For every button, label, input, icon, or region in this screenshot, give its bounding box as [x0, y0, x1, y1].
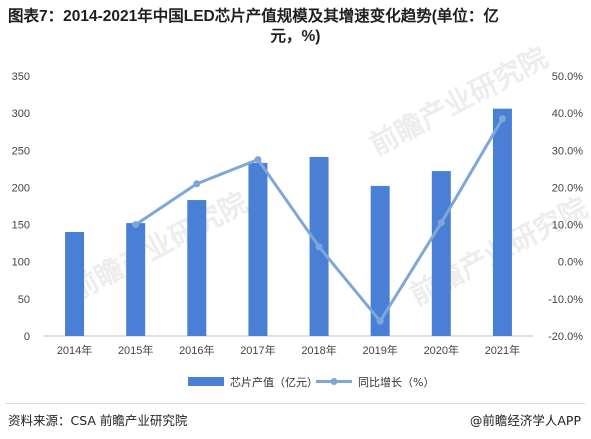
- growth-point: [437, 219, 445, 227]
- source-note: 资料来源：CSA 前瞻产业研究院: [8, 413, 188, 428]
- legend-line-label: 同比增长（%）: [358, 375, 434, 389]
- bar: [65, 232, 85, 336]
- x-tick-label: 2021年: [485, 343, 520, 357]
- left-tick-label: 0: [24, 331, 30, 343]
- right-axis: -20.0% -10.0% 0.0% 10.0% 20.0% 30.0% 40.0% 50.0…: [548, 71, 583, 343]
- left-tick-label: 100: [12, 257, 30, 269]
- right-tick-label: 50.0%: [552, 71, 583, 83]
- left-axis: 0 50 100 150 200 250 300 350: [12, 71, 30, 343]
- x-tick-label: 2015年: [118, 343, 153, 357]
- bar: [492, 108, 512, 336]
- left-tick-label: 150: [12, 220, 30, 232]
- x-tick-label: 2016年: [179, 343, 214, 357]
- chart-title-line1: 图表7：2014-2021年中国LED芯片产值规模及其增速变化趋势(单位：亿: [8, 8, 499, 25]
- footer-divider: [6, 403, 585, 404]
- left-tick-label: 350: [12, 71, 30, 83]
- growth-point: [254, 156, 262, 164]
- growth-point: [376, 317, 384, 325]
- bar: [187, 200, 207, 336]
- right-tick-label: 10.0%: [552, 220, 583, 232]
- x-tick-label: 2018年: [301, 343, 336, 357]
- x-tick-label: 2020年: [424, 343, 459, 357]
- right-tick-label: 40.0%: [552, 108, 583, 120]
- left-tick-label: 250: [12, 145, 30, 157]
- x-tick-label: 2017年: [240, 343, 275, 357]
- bar-series: [65, 108, 512, 336]
- left-tick-label: 300: [12, 108, 30, 120]
- bar: [126, 223, 146, 336]
- right-tick-label: 20.0%: [552, 182, 583, 194]
- right-tick-label: -20.0%: [548, 331, 583, 343]
- growth-point: [315, 243, 323, 251]
- bar: [248, 162, 268, 336]
- brand-credit: @前瞻经济学人APP: [469, 413, 581, 428]
- growth-point: [498, 115, 506, 123]
- growth-point: [132, 221, 140, 229]
- bar: [431, 171, 451, 336]
- right-tick-label: 30.0%: [552, 145, 583, 157]
- legend: 芯片产值（亿元） 同比增长（%）: [188, 375, 434, 389]
- legend-bar-swatch: [188, 377, 224, 386]
- bar: [370, 185, 390, 336]
- left-tick-label: 50: [18, 294, 30, 306]
- x-tick-label: 2014年: [57, 343, 92, 357]
- left-tick-label: 200: [12, 182, 30, 194]
- line-series: [132, 115, 506, 325]
- x-axis: 2014年 2015年 2016年 2017年 2018年 2019年 2020年 2021年: [57, 343, 520, 357]
- growth-point: [193, 180, 201, 188]
- chart-title: 图表7：2014-2021年中国LED芯片产值规模及其增速变化趋势(单位：亿 元…: [8, 7, 583, 47]
- right-tick-label: -10.0%: [548, 294, 583, 306]
- x-tick-label: 2019年: [362, 343, 397, 357]
- right-tick-label: 0.0%: [558, 257, 583, 269]
- chart: 0 50 100 150 200 250 300 350 -20.0% -10.0% 0.0% 10…: [12, 71, 584, 389]
- legend-line-marker: [330, 378, 338, 385]
- chart-title-line2: 元，%): [270, 28, 321, 45]
- legend-bar-label: 芯片产值（亿元）: [230, 375, 318, 389]
